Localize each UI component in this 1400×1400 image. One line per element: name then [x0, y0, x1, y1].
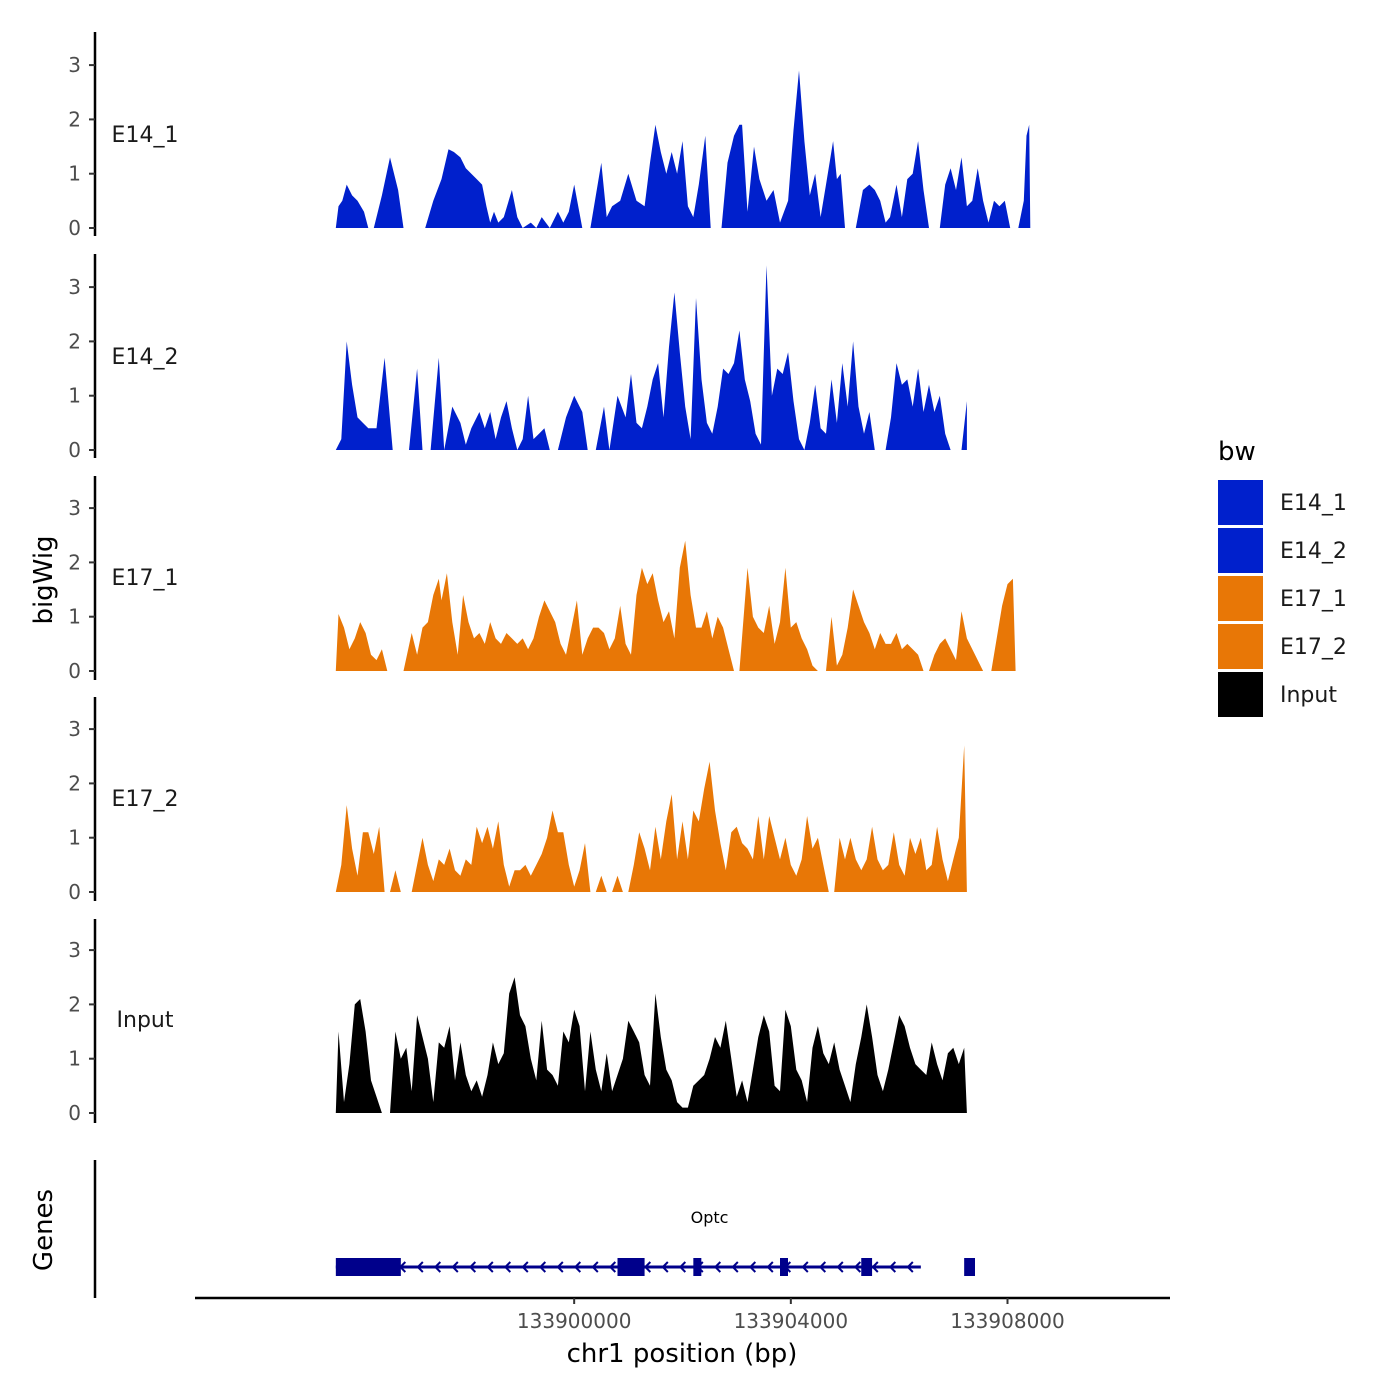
gene-name-label: Optc — [691, 1208, 729, 1227]
genes-panel-title: Genes — [29, 1189, 59, 1271]
gene-exon — [335, 1258, 401, 1276]
y-tick-label: 3 — [68, 496, 81, 520]
y-tick-label: 3 — [68, 717, 81, 741]
y-tick-label: 0 — [68, 659, 81, 683]
y-tick-label: 2 — [68, 329, 81, 353]
legend-swatch-E14_2 — [1218, 528, 1263, 573]
y-tick-label: 0 — [68, 880, 81, 904]
legend-label-E14_1: E14_1 — [1280, 491, 1347, 516]
y-tick-label: 2 — [68, 107, 81, 131]
y-axis-title: bigWig — [29, 535, 59, 624]
track-area-E17_2 — [335, 745, 967, 892]
y-tick-label: 1 — [68, 162, 81, 186]
legend-swatch-E17_1 — [1218, 576, 1263, 621]
gene-exon — [861, 1258, 873, 1276]
strand-arrow — [818, 1261, 827, 1273]
strand-arrow — [678, 1261, 687, 1273]
gene-exon — [693, 1258, 702, 1276]
legend-label-Input: Input — [1280, 683, 1337, 708]
strand-arrow — [748, 1261, 757, 1273]
track-label: E14_1 — [112, 123, 179, 148]
y-tick-label: 3 — [68, 53, 81, 77]
y-tick-label: 2 — [68, 550, 81, 574]
y-tick-label: 0 — [68, 438, 81, 462]
strand-arrow — [468, 1261, 477, 1273]
strand-arrow — [731, 1261, 739, 1273]
legend: bw E14_1 E14_2 E17_1 E17_2 Input — [1218, 437, 1347, 717]
genes-panel: Optc — [93, 1160, 975, 1298]
track-area-E14_2 — [335, 265, 967, 450]
gene-exon — [780, 1258, 788, 1276]
y-tick-label: 3 — [68, 275, 81, 299]
track-area-Input — [335, 977, 967, 1113]
y-tick-label: 0 — [68, 216, 81, 240]
legend-label-E14_2: E14_2 — [1280, 539, 1347, 564]
x-tick-label: 133908000 — [950, 1309, 1065, 1333]
legend-label-E17_2: E17_2 — [1280, 635, 1347, 660]
strand-arrow — [888, 1261, 897, 1273]
y-tick-label: 2 — [68, 992, 81, 1016]
x-axis: 133900000 133904000 133908000 — [195, 1296, 1170, 1333]
track-label: Input — [117, 1008, 174, 1033]
x-tick-label: 133900000 — [517, 1309, 632, 1333]
strand-arrow — [503, 1261, 512, 1273]
strand-arrow — [906, 1261, 914, 1273]
x-axis-title: chr1 position (bp) — [567, 1339, 798, 1369]
strand-arrow — [538, 1261, 547, 1273]
y-tick-label: 1 — [68, 826, 81, 850]
gene-exon — [617, 1258, 645, 1276]
legend-title: bw — [1218, 437, 1256, 467]
strand-arrow — [556, 1261, 564, 1273]
track-area-E17_1 — [335, 540, 1016, 671]
legend-swatch-E14_1 — [1218, 480, 1263, 525]
strand-arrow — [836, 1261, 844, 1273]
tracks-layer: 0 1 2 3 E14_1 0 1 2 3 E14_2 0 1 2 3 E17_1 0 1 2 3 E17_2 0 1 2 3… — [68, 32, 1031, 1125]
track-area-E14_1 — [335, 70, 1031, 228]
strand-arrow — [853, 1261, 862, 1273]
y-tick-label: 1 — [68, 1047, 81, 1071]
strand-arrow — [591, 1261, 599, 1273]
strand-arrow — [416, 1261, 424, 1273]
strand-arrow — [608, 1261, 617, 1273]
gene-exon — [964, 1258, 975, 1276]
strand-arrow — [661, 1261, 669, 1273]
strand-arrow — [643, 1261, 652, 1273]
strand-arrow — [451, 1261, 459, 1273]
track-label: E14_2 — [112, 345, 179, 370]
track-E14_2: 0 1 2 3 E14_2 — [68, 254, 967, 462]
legend-label-E17_1: E17_1 — [1280, 587, 1347, 612]
strand-arrow — [573, 1261, 582, 1273]
legend-swatch-Input — [1218, 672, 1263, 717]
y-tick-label: 0 — [68, 1101, 81, 1125]
track-label: E17_2 — [112, 787, 179, 812]
track-label: E17_1 — [112, 566, 179, 591]
track-E14_1: 0 1 2 3 E14_1 — [68, 32, 1031, 240]
strand-arrow — [521, 1261, 529, 1273]
strand-arrow — [486, 1261, 494, 1273]
y-tick-label: 1 — [68, 605, 81, 629]
strand-arrow — [766, 1261, 774, 1273]
strand-arrow — [801, 1261, 809, 1273]
strand-arrow — [433, 1261, 442, 1273]
strand-arrow — [713, 1261, 722, 1273]
track-E17_2: 0 1 2 3 E17_2 — [68, 697, 967, 904]
y-tick-label: 2 — [68, 771, 81, 795]
x-tick-label: 133904000 — [734, 1309, 849, 1333]
legend-swatch-E17_2 — [1218, 624, 1263, 669]
y-tick-label: 3 — [68, 938, 81, 962]
track-Input: 0 1 2 3 Input — [68, 919, 967, 1125]
track-E17_1: 0 1 2 3 E17_1 — [68, 476, 1016, 683]
strand-arrow — [871, 1261, 879, 1273]
y-tick-label: 1 — [68, 384, 81, 408]
